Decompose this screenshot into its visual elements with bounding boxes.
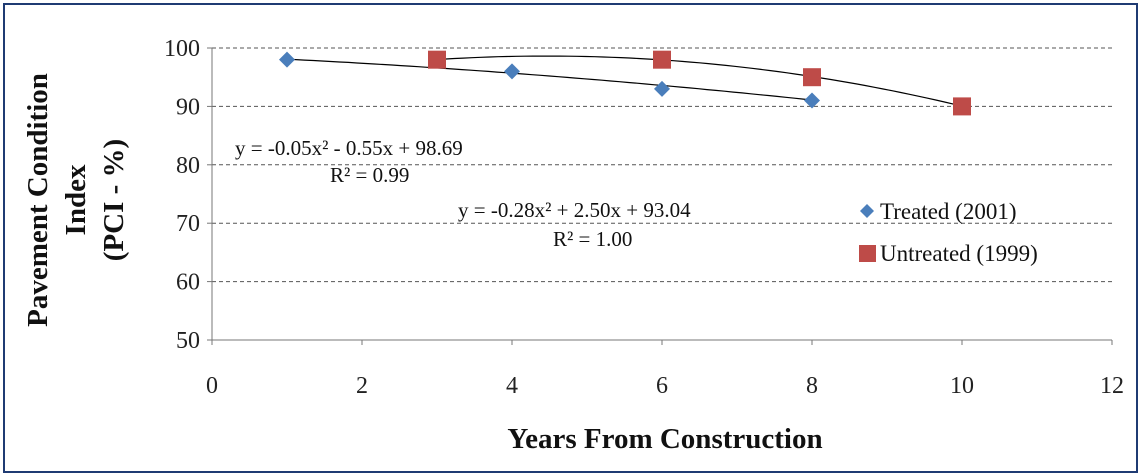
untreated-r2-label: R² = 1.00 bbox=[553, 227, 632, 251]
untreated-point bbox=[428, 50, 446, 69]
untreated-point bbox=[803, 68, 821, 87]
x-tick-label: 2 bbox=[356, 373, 368, 399]
y-tick-label: 50 bbox=[176, 328, 200, 354]
x-axis-title: Years From Construction bbox=[507, 423, 822, 455]
chart-svg: 50 60 70 80 90 100 0 2 4 6 8 10 12 Years From Constr… bbox=[22, 36, 1124, 455]
legend-treated-label: Treated (2001) bbox=[880, 199, 1016, 224]
legend-untreated-label: Untreated (1999) bbox=[880, 241, 1038, 266]
x-tick-label: 4 bbox=[506, 373, 518, 399]
y-axis-title-line-3: (PCI - %) bbox=[98, 139, 130, 261]
treated-point bbox=[504, 63, 520, 80]
y-tick-label: 70 bbox=[176, 211, 200, 237]
legend-untreated-marker-icon bbox=[859, 245, 876, 262]
y-axis-title: Pavement Condition Index (PCI - %) bbox=[22, 73, 130, 327]
x-tick-label: 10 bbox=[950, 373, 974, 399]
treated-point bbox=[654, 80, 670, 97]
untreated-point bbox=[653, 50, 671, 69]
y-tick-label: 90 bbox=[176, 94, 200, 120]
untreated-point bbox=[953, 97, 971, 116]
treated-point bbox=[279, 51, 295, 68]
treated-r2-label: R² = 0.99 bbox=[330, 163, 409, 187]
x-tick-label: 6 bbox=[656, 373, 668, 399]
tick-labels: 50 60 70 80 90 100 0 2 4 6 8 10 12 bbox=[164, 36, 1124, 399]
data-points bbox=[279, 50, 971, 116]
trendlines bbox=[286, 55, 963, 107]
trendline-series-1 bbox=[436, 55, 963, 107]
y-tick-label: 60 bbox=[176, 270, 200, 296]
grid-lines bbox=[212, 47, 1112, 283]
y-axis-title-line-2: Index bbox=[60, 164, 92, 235]
y-tick-label: 80 bbox=[176, 153, 200, 179]
trendline-series-0 bbox=[286, 58, 813, 101]
axes bbox=[207, 47, 1113, 345]
treated-equation-label: y = -0.05x² - 0.55x + 98.69 bbox=[235, 136, 463, 160]
treated-point bbox=[804, 92, 820, 109]
untreated-equation-label: y = -0.28x² + 2.50x + 93.04 bbox=[458, 198, 691, 222]
y-axis-title-line-1: Pavement Condition bbox=[22, 73, 54, 327]
legend-treated-marker-icon bbox=[860, 204, 874, 218]
x-tick-label: 8 bbox=[806, 373, 818, 399]
y-tick-label: 100 bbox=[164, 36, 200, 62]
x-tick-label: 0 bbox=[206, 373, 218, 399]
legend: Treated (2001) Untreated (1999) bbox=[859, 199, 1038, 266]
chart-frame bbox=[3, 3, 1138, 473]
x-tick-label: 12 bbox=[1100, 373, 1124, 399]
